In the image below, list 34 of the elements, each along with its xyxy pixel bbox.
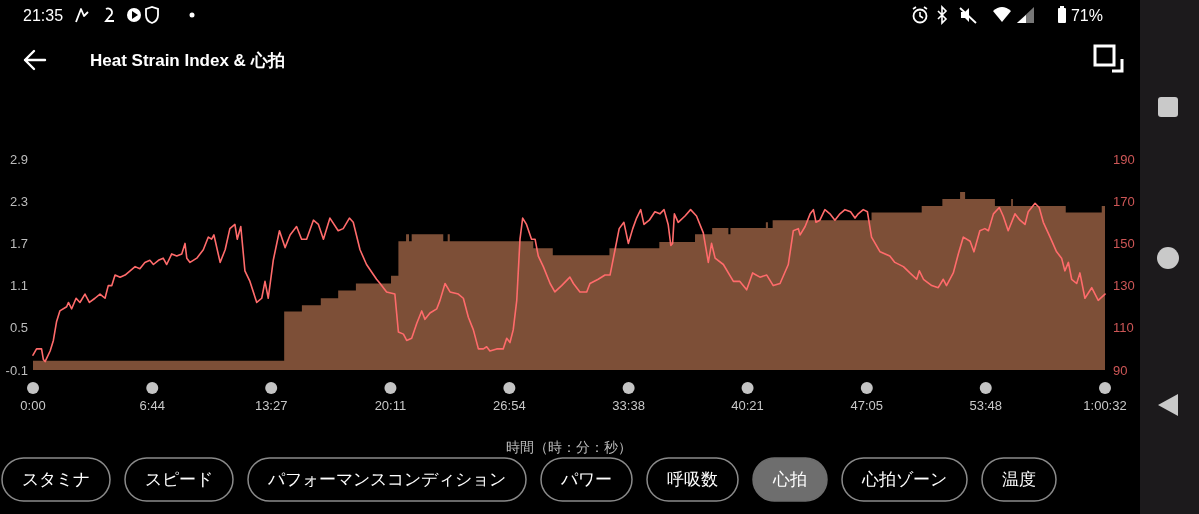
xtick: 1:00:32: [1083, 397, 1127, 413]
ytick: 0.5: [9, 320, 28, 336]
button: 心拍ゾーン: [841, 457, 968, 502]
xtick: 0:00: [20, 397, 46, 413]
ytick: 1.7: [9, 235, 28, 251]
ytick: 2.9: [9, 151, 28, 167]
button: パワー: [540, 457, 633, 502]
xtick: 40:21: [731, 397, 764, 413]
y2tick: 110: [1113, 320, 1134, 336]
button: スピード: [124, 457, 234, 502]
button: パフォーマンスコンディション: [247, 457, 527, 502]
xlabel: 時間（時：分：秒）: [506, 439, 632, 455]
y2tick: 130: [1113, 278, 1135, 294]
annotation: 71%: [1070, 6, 1103, 24]
xtick: 26:54: [493, 397, 526, 413]
y2tick: 170: [1113, 193, 1135, 209]
ytick: 1.1: [9, 278, 28, 294]
xtick: 53:48: [969, 397, 1003, 413]
button: 呼吸数: [646, 457, 739, 502]
y2tick: 90: [1113, 362, 1128, 378]
xtick: 47:05: [850, 397, 884, 413]
xtick: 6:44: [139, 397, 165, 413]
ytick: -0.1: [5, 362, 28, 378]
title: Heat Strain Index & 心拍: [90, 50, 285, 70]
button: スタミナ: [1, 457, 111, 502]
button: 温度: [981, 457, 1057, 502]
xtick: 33:38: [612, 397, 645, 413]
annotation: 21:35: [23, 6, 64, 24]
xtick: 13:27: [254, 397, 288, 413]
ytick: 2.3: [9, 193, 28, 209]
xtick: 20:11: [374, 397, 407, 413]
button: 心拍: [752, 457, 828, 502]
y2tick: 190: [1113, 151, 1135, 167]
y2tick: 150: [1113, 235, 1135, 251]
